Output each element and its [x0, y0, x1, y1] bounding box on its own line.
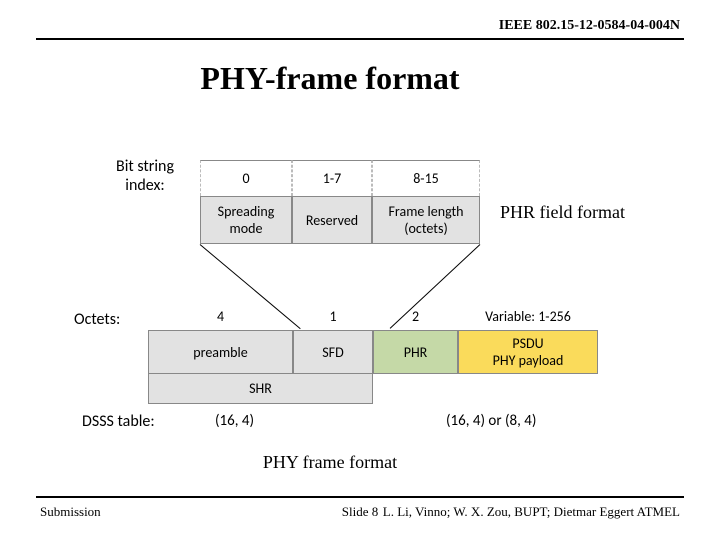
- phr-index-cell: 1-7: [292, 160, 372, 196]
- page-title: PHY-frame format: [0, 60, 660, 97]
- footer-rule: [36, 496, 684, 498]
- lower-caption: PHY frame format: [0, 452, 660, 473]
- frame-name-cell: preamble: [148, 330, 293, 374]
- dsss-value-psdu: (16, 4) or (8, 4): [446, 412, 536, 430]
- frame-table: 412Variable: 1-256 preambleSFDPHRPSDU PH…: [148, 302, 598, 404]
- frame-name-cell: SFD: [293, 330, 373, 374]
- dsss-label: DSSS table:: [82, 412, 155, 431]
- frame-num-cell: Variable: 1-256: [458, 302, 598, 330]
- phr-table: 01-78-15 Spreading modeReservedFrame len…: [200, 160, 480, 244]
- dsss-value-shr: (16, 4): [215, 412, 254, 430]
- header-rule: [36, 38, 684, 40]
- frame-num-cell: 1: [293, 302, 373, 330]
- doc-id: IEEE 802.15-12-0584-04-004N: [499, 18, 680, 34]
- phr-name-cell: Spreading mode: [200, 196, 292, 244]
- shr-cell: SHR: [148, 374, 373, 404]
- frame-num-cell: 4: [148, 302, 293, 330]
- phr-caption: PHR field format: [500, 202, 680, 223]
- phr-index-cell: 8-15: [372, 160, 480, 196]
- phr-name-cell: Frame length (octets): [372, 196, 480, 244]
- footer-right: L. Li, Vinno; W. X. Zou, BUPT; Dietmar E…: [383, 504, 680, 520]
- bit-string-index-label: Bit string index:: [95, 157, 195, 195]
- phr-index-cell: 0: [200, 160, 292, 196]
- frame-name-cell: PHR: [373, 330, 458, 374]
- frame-num-cell: 2: [373, 302, 458, 330]
- phr-name-cell: Reserved: [292, 196, 372, 244]
- frame-name-cell: PSDU PHY payload: [458, 330, 598, 374]
- octets-label: Octets:: [74, 310, 120, 329]
